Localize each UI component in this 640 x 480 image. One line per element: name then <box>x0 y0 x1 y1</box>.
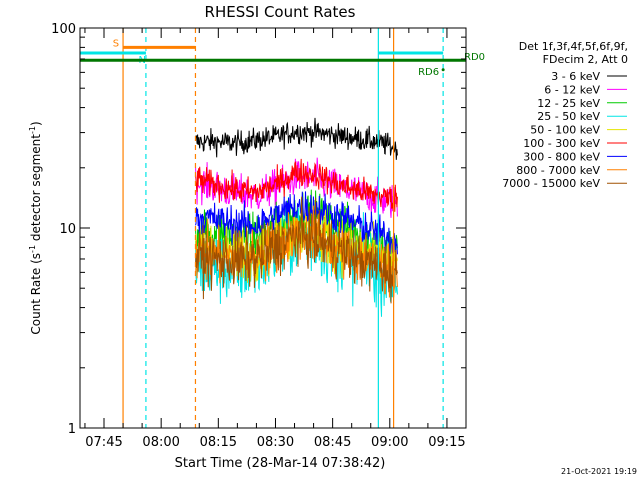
legend-label: 300 - 800 keV <box>523 150 600 163</box>
x-tick-label: 08:00 <box>142 435 179 450</box>
y-tick-label: 100 <box>51 22 76 37</box>
y-label-sup1: -1 <box>28 245 37 253</box>
y-label-mid: detector segment <box>29 134 43 245</box>
annotation-bars: SNRD0RD6 <box>80 38 485 78</box>
series-line <box>195 196 398 304</box>
annotation-label: RD6 <box>418 67 439 78</box>
legend-label: 7000 - 15000 keV <box>502 177 600 190</box>
series-line <box>195 191 398 255</box>
chart-title: RHESSI Count Rates <box>205 3 356 21</box>
legend-label: 12 - 25 keV <box>537 97 600 110</box>
timestamp: 21-Oct-2021 19:19 <box>561 467 637 476</box>
plot-area <box>195 117 398 317</box>
legend-header-line2: FDecim 2, Att 0 <box>543 53 628 66</box>
series-line <box>195 117 398 160</box>
legend-label: 3 - 6 keV <box>551 70 600 83</box>
y-tick-label: 1 <box>68 422 76 437</box>
series-line <box>195 158 398 212</box>
annotation-label: RD0 <box>464 52 485 63</box>
x-tick-label: 08:30 <box>257 435 294 450</box>
x-tick-label: 08:15 <box>200 435 237 450</box>
y-label-main: Count Rate (s <box>29 253 43 335</box>
legend-label: 50 - 100 keV <box>530 124 600 137</box>
legend-label: 800 - 7000 keV <box>516 164 600 177</box>
legend-label: 25 - 50 keV <box>537 110 600 123</box>
time-markers <box>122 28 444 428</box>
y-label-end: ) <box>29 121 43 126</box>
annotation-label: S <box>113 38 119 49</box>
y-axis-label: Count Rate (s-1 detector segment-1) <box>28 121 43 334</box>
y-tick-label: 10 <box>59 222 76 237</box>
annotation-marker <box>441 68 445 72</box>
series-line <box>195 157 398 218</box>
legend-label: 6 - 12 keV <box>544 83 600 96</box>
x-axis-label: Start Time (28-Mar-14 07:38:42) <box>175 456 386 471</box>
legend-label: 100 - 300 keV <box>523 137 600 150</box>
axis-ticks: 07:45 08:00 08:15 08:30 08:45 09:00 09:15 1 10 10… <box>51 22 467 450</box>
x-tick-label: 09:00 <box>371 435 408 450</box>
x-tick-label: 07:45 <box>85 435 122 450</box>
y-label-sup2: -1 <box>28 126 37 134</box>
x-tick-label: 09:15 <box>428 435 465 450</box>
x-tick-label: 08:45 <box>314 435 351 450</box>
legend-header-line1: Det 1f,3f,4f,5f,6f,9f, <box>519 40 628 53</box>
